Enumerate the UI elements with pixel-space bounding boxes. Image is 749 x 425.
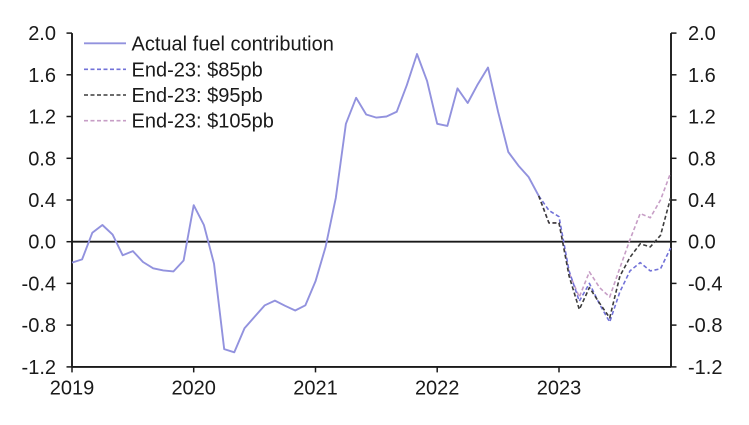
svg-text:0.8: 0.8: [28, 148, 56, 170]
svg-text:2022: 2022: [415, 378, 460, 400]
svg-text:1.6: 1.6: [28, 65, 56, 87]
svg-text:-0.4: -0.4: [22, 273, 56, 295]
svg-text:End-23: $95pb: End-23: $95pb: [132, 85, 263, 107]
svg-text:0.4: 0.4: [28, 190, 56, 212]
svg-text:1.2: 1.2: [28, 107, 56, 129]
svg-text:-0.8: -0.8: [22, 315, 56, 337]
svg-text:End-23: $105pb: End-23: $105pb: [132, 111, 274, 133]
svg-text:2.0: 2.0: [688, 23, 716, 45]
svg-text:0.4: 0.4: [688, 190, 716, 212]
svg-text:2021: 2021: [293, 378, 338, 400]
svg-text:0.0: 0.0: [28, 232, 56, 254]
svg-text:-0.4: -0.4: [688, 273, 722, 295]
svg-text:1.2: 1.2: [688, 107, 716, 129]
svg-text:2023: 2023: [537, 378, 582, 400]
svg-text:-1.2: -1.2: [688, 357, 722, 379]
svg-text:End-23: $85pb: End-23: $85pb: [132, 59, 263, 81]
svg-text:2020: 2020: [171, 378, 216, 400]
svg-text:2.0: 2.0: [28, 23, 56, 45]
svg-text:0.0: 0.0: [688, 232, 716, 254]
svg-text:Actual fuel contribution: Actual fuel contribution: [132, 33, 334, 55]
svg-text:-0.8: -0.8: [688, 315, 722, 337]
svg-text:-1.2: -1.2: [22, 357, 56, 379]
svg-text:0.8: 0.8: [688, 148, 716, 170]
svg-text:1.6: 1.6: [688, 65, 716, 87]
svg-text:2019: 2019: [50, 378, 95, 400]
